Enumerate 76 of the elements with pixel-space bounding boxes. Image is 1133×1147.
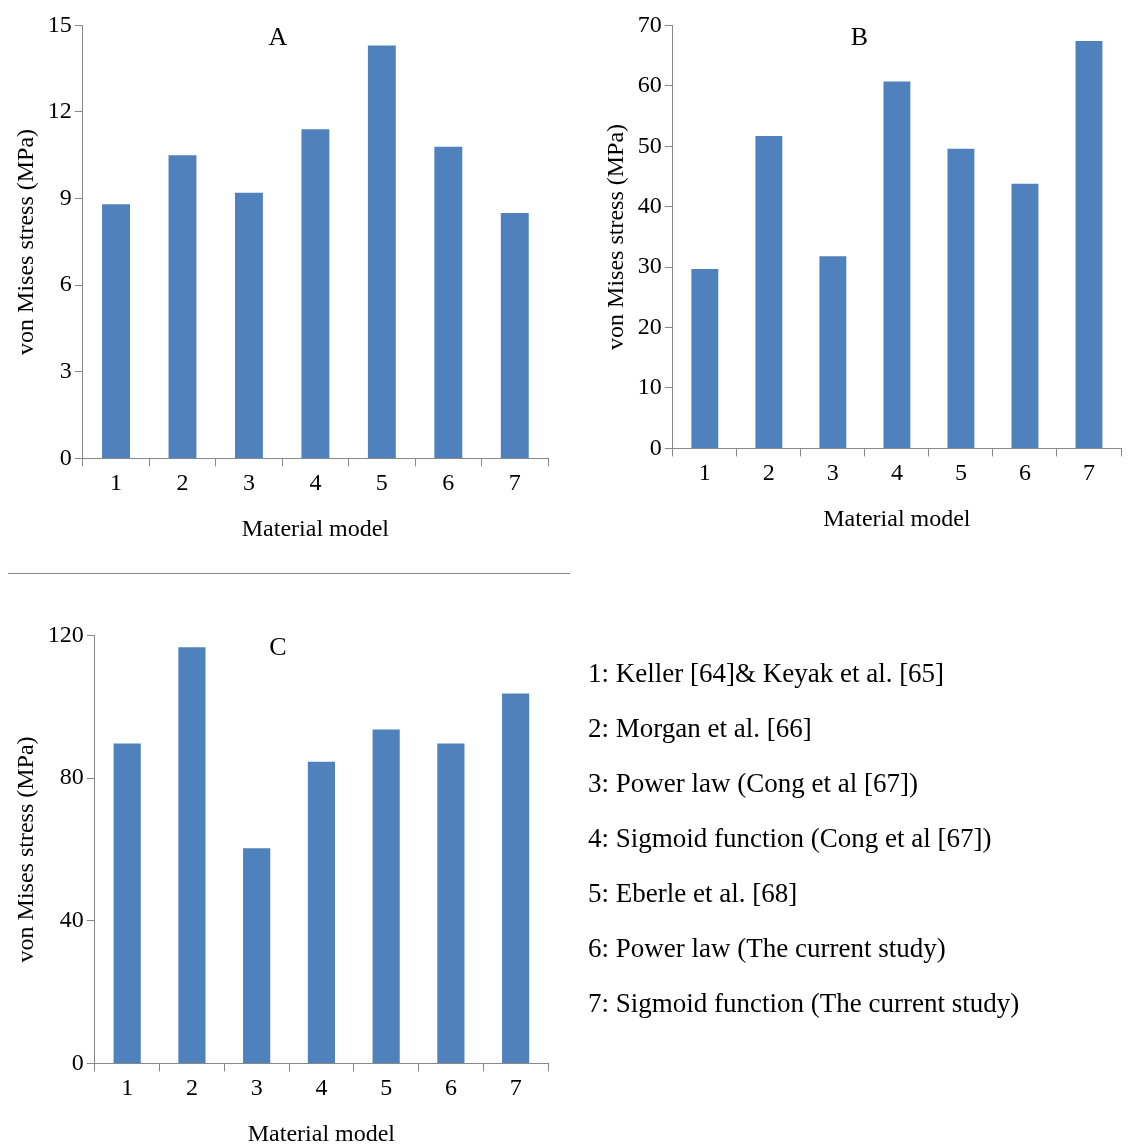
y-tick-label: 60 [637, 71, 662, 98]
x-tick-label: 7 [509, 1074, 522, 1101]
text: 5: Eberle et al. [68] [588, 878, 799, 910]
text: 4: Sigmoid function (Cong et al [67]) [588, 823, 993, 855]
y-axis-title: von Mises stress (MPa) [11, 128, 38, 355]
x-tick-label: 1 [698, 459, 711, 486]
x-tick-label: 4 [890, 459, 903, 486]
x-tick-label: 1 [121, 1074, 134, 1101]
bar [437, 743, 465, 1063]
chart-title: A [268, 21, 288, 51]
x-axis-title: Material model [823, 504, 971, 531]
y-tick-label: 40 [637, 191, 662, 218]
y-tick-label: 3 [59, 357, 72, 384]
bar [301, 129, 330, 458]
y-axis-title: von Mises stress (MPa) [11, 736, 38, 963]
bar [168, 155, 197, 458]
x-tick-label: 3 [242, 469, 255, 496]
bar [243, 848, 271, 1063]
bar [883, 81, 911, 448]
x-tick-label: 4 [309, 469, 322, 496]
y-tick-label: 0 [649, 433, 662, 460]
bar [500, 213, 529, 458]
x-tick-label: 3 [250, 1074, 263, 1101]
y-tick-label: 9 [59, 183, 72, 210]
x-tick-label: 2 [762, 459, 775, 486]
y-tick-label: 10 [637, 373, 662, 400]
y-axis-title: von Mises stress (MPa) [601, 123, 628, 350]
y-tick-label: 0 [59, 443, 72, 470]
bar [502, 693, 530, 1063]
x-tick-label: 7 [1082, 459, 1095, 486]
text: 1: Keller [64]& Keyak et al. [65] [588, 658, 946, 690]
y-tick-label: 20 [637, 312, 662, 339]
x-tick-label: 4 [315, 1074, 328, 1101]
text: 6: Power law (The current study) [588, 933, 947, 965]
bar [755, 135, 783, 448]
bar [819, 256, 847, 448]
y-tick-label: 12 [47, 97, 72, 124]
y-tick-label: 70 [637, 10, 662, 37]
x-tick-label: 1 [110, 469, 123, 496]
bar [947, 148, 975, 448]
x-tick-label: 5 [375, 469, 388, 496]
bar [178, 647, 206, 1063]
bar [367, 45, 396, 458]
x-tick-label: 6 [442, 469, 455, 496]
x-tick-label: 6 [444, 1074, 457, 1101]
bar [1075, 41, 1103, 448]
y-tick-label: 6 [59, 270, 72, 297]
x-tick-label: 2 [176, 469, 189, 496]
chart-title: B [850, 21, 869, 51]
y-tick-label: 0 [71, 1048, 84, 1075]
x-tick-label: 2 [185, 1074, 198, 1101]
bar [113, 743, 141, 1063]
chart-title: C [269, 631, 287, 661]
bar [372, 729, 400, 1063]
x-tick-label: 3 [826, 459, 839, 486]
x-tick-label: 5 [954, 459, 967, 486]
bar [234, 192, 263, 458]
bar [307, 761, 335, 1063]
x-tick-label: 7 [508, 469, 521, 496]
bar [1011, 183, 1039, 448]
y-tick-label: 15 [47, 10, 72, 37]
x-axis-title: Material model [247, 1119, 396, 1146]
x-axis-title: Material model [241, 514, 390, 541]
bar [434, 146, 463, 458]
text: 3: Power law (Cong et al [67]) [588, 768, 919, 800]
x-tick-label: 6 [1018, 459, 1031, 486]
y-tick-label: 80 [59, 763, 84, 790]
text: 7: Sigmoid function (The current study) [588, 988, 1021, 1020]
y-tick-label: 40 [59, 906, 84, 933]
y-tick-label: 50 [637, 131, 662, 158]
text: 2: Morgan et al. [66] [588, 713, 813, 745]
y-tick-label: 120 [47, 620, 84, 647]
bar [691, 268, 719, 448]
y-tick-label: 30 [637, 252, 662, 279]
bar [102, 204, 130, 458]
x-tick-label: 5 [380, 1074, 393, 1101]
